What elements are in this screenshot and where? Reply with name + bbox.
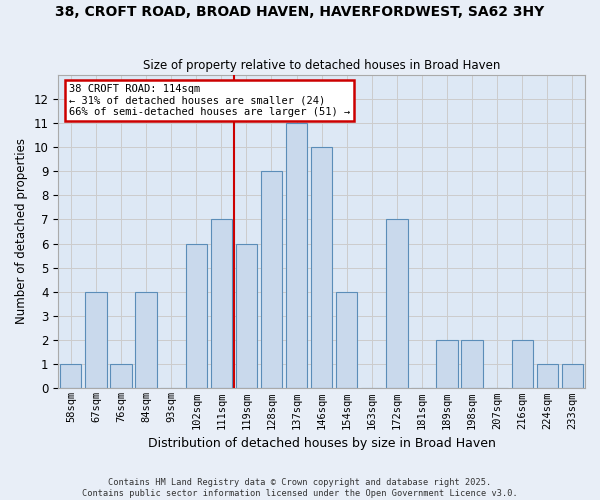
Title: Size of property relative to detached houses in Broad Haven: Size of property relative to detached ho… [143, 59, 500, 72]
Bar [562, 364, 583, 388]
Text: 38, CROFT ROAD, BROAD HAVEN, HAVERFORDWEST, SA62 3HY: 38, CROFT ROAD, BROAD HAVEN, HAVERFORDWE… [55, 5, 545, 19]
Bar [537, 364, 558, 388]
Bar [461, 340, 483, 388]
Bar [236, 244, 257, 388]
Bar [110, 364, 131, 388]
Bar [386, 220, 407, 388]
Bar [185, 244, 207, 388]
Bar [60, 364, 82, 388]
Bar [136, 292, 157, 388]
Bar [436, 340, 458, 388]
X-axis label: Distribution of detached houses by size in Broad Haven: Distribution of detached houses by size … [148, 437, 496, 450]
Bar [311, 147, 332, 388]
Text: 38 CROFT ROAD: 114sqm
← 31% of detached houses are smaller (24)
66% of semi-deta: 38 CROFT ROAD: 114sqm ← 31% of detached … [69, 84, 350, 117]
Text: Contains HM Land Registry data © Crown copyright and database right 2025.
Contai: Contains HM Land Registry data © Crown c… [82, 478, 518, 498]
Bar [512, 340, 533, 388]
Bar [211, 220, 232, 388]
Bar [286, 123, 307, 388]
Bar [261, 171, 282, 388]
Bar [85, 292, 107, 388]
Bar [336, 292, 358, 388]
Y-axis label: Number of detached properties: Number of detached properties [15, 138, 28, 324]
